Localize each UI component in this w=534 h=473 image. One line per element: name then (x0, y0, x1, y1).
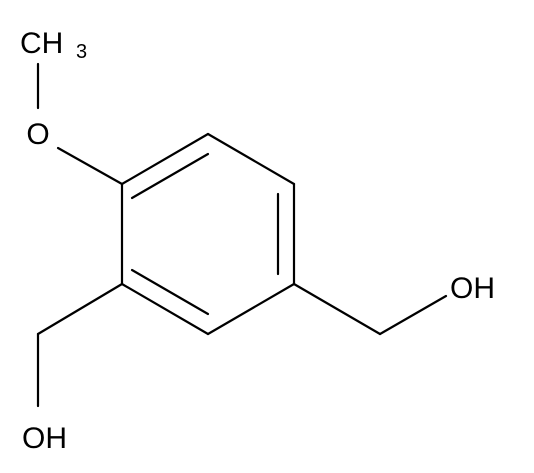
bond (130, 152, 210, 200)
bond (378, 294, 448, 336)
atom-label: OH (22, 422, 67, 455)
bond (56, 146, 124, 186)
bond (206, 282, 296, 336)
bond (206, 132, 296, 186)
atom-label: O (26, 118, 49, 151)
bond (292, 282, 382, 336)
bond (120, 132, 210, 186)
atom-label: OH (450, 272, 495, 305)
bond (130, 268, 210, 316)
atom-label: CH (20, 27, 63, 60)
bond (36, 282, 124, 336)
bond (120, 282, 210, 336)
bonds (36, 62, 448, 408)
atom-subscript: 3 (76, 41, 87, 63)
